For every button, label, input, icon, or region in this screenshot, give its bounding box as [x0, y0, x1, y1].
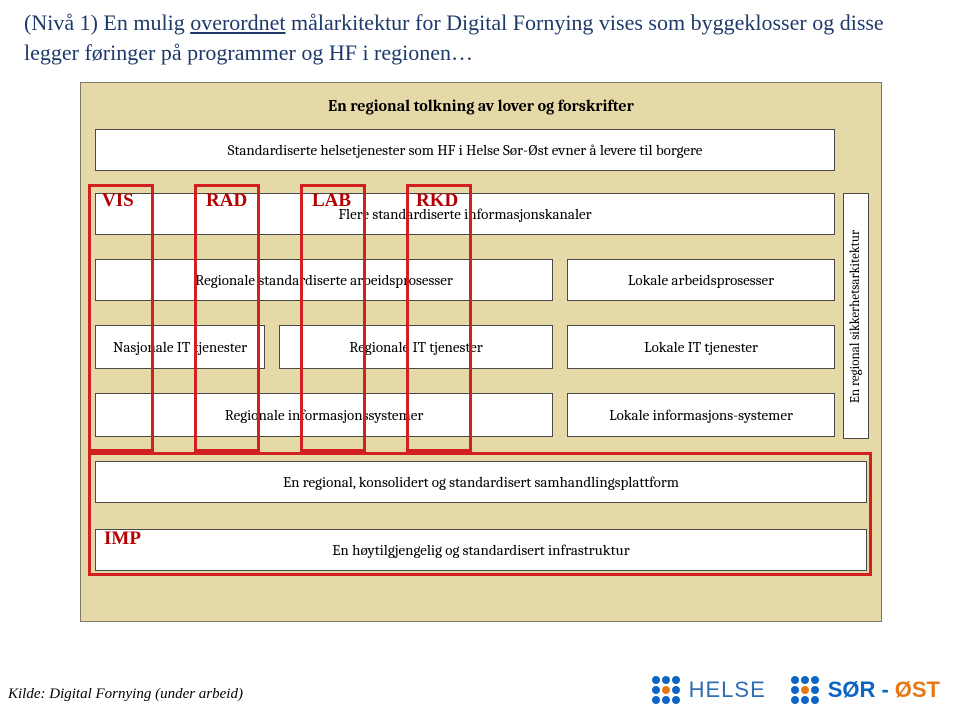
arch-row-services: Standardiserte helsetjenester som HF i H…	[95, 129, 835, 171]
overlay-rkd-label: RKD	[416, 190, 458, 212]
overlay-lab-label: LAB	[312, 190, 351, 212]
helse-logo: HELSE	[649, 673, 766, 707]
helse-logo-text: HELSE	[689, 677, 766, 703]
sorost-dots-icon	[788, 673, 822, 707]
arch-row-local-it: Lokale IT tjenester	[567, 325, 835, 369]
overlay-rkd-box	[406, 184, 472, 452]
sorost-sor: SØR	[828, 677, 876, 703]
arch-side-security: En regional sikkerhetsarkitektur	[843, 193, 869, 439]
arch-header: En regional tolkning av lover og forskri…	[95, 91, 867, 121]
sorost-ost: ØST	[895, 677, 940, 703]
overlay-vis-box	[88, 184, 154, 452]
sorost-dash: -	[881, 677, 888, 703]
overlay-rad-box	[194, 184, 260, 452]
source-citation: Kilde: Digital Fornying (under arbeid)	[8, 686, 243, 703]
page-title: (Nivå 1) En mulig overordnet målarkitekt…	[24, 8, 936, 67]
arch-row-local-info: Lokale informasjons-systemer	[567, 393, 835, 437]
overlay-vis-label: VIS	[102, 190, 134, 212]
logo-area: HELSE SØR-ØST	[649, 673, 940, 707]
arch-row-local-processes: Lokale arbeidsprosesser	[567, 259, 835, 301]
overlay-lab-box	[300, 184, 366, 452]
overlay-imp-label: IMP	[104, 528, 141, 550]
overlay-imp-box	[88, 452, 872, 576]
overlay-rad-label: RAD	[206, 190, 247, 212]
title-part-underlined: overordnet	[190, 10, 285, 35]
arch-side-security-label: En regional sikkerhetsarkitektur	[849, 229, 864, 402]
title-part-a: (Nivå 1) En mulig	[24, 10, 190, 35]
helse-dots-icon	[649, 673, 683, 707]
sorost-logo: SØR-ØST	[788, 673, 940, 707]
